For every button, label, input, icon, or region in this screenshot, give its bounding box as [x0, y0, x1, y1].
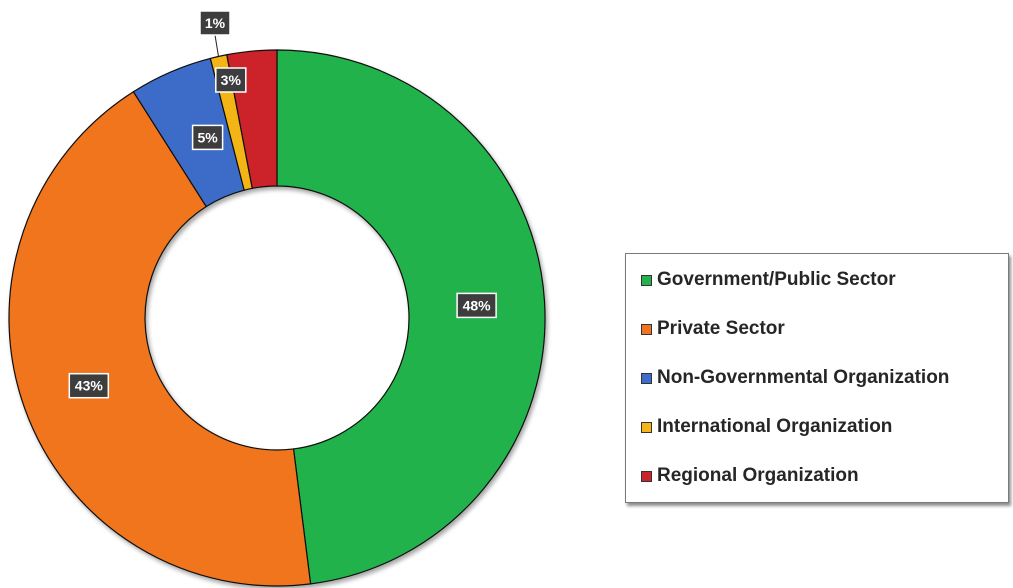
slice-government: [276, 49, 546, 585]
data-label-international: 1%: [205, 15, 226, 31]
data-label-box-private: [68, 372, 110, 399]
legend-item-private: Private Sector: [641, 317, 785, 341]
legend-item-international: International Organization: [641, 415, 892, 439]
legend-label-private: Private Sector: [657, 318, 785, 339]
data-label-box-government: [456, 292, 497, 319]
legend-swatch-government: [641, 274, 652, 286]
legend-label-international: International Organization: [657, 416, 893, 437]
legend-swatch-private: [641, 323, 652, 335]
legend-label-regional: Regional Organization: [657, 465, 859, 486]
legend-item-government: Government/Public Sector: [641, 268, 896, 292]
legend-swatch-international: [641, 421, 652, 433]
data-label-private: 43%: [75, 378, 104, 394]
data-label-box-regional: [215, 67, 247, 93]
data-label-regional: 3%: [221, 72, 242, 88]
data-label-box-ngo: [191, 124, 224, 151]
chart-legend: Government/Public Sector Private Sector …: [625, 253, 1009, 503]
slice-private: [8, 90, 312, 587]
legend-label-ngo: Non-Governmental Organization: [657, 367, 950, 388]
data-label-government: 48%: [463, 297, 492, 313]
legend-item-regional: Regional Organization: [641, 464, 859, 488]
legend-item-ngo: Non-Governmental Organization: [641, 366, 949, 390]
legend-swatch-regional: [641, 470, 652, 482]
legend-swatch-ngo: [641, 372, 652, 384]
data-label-ngo: 5%: [197, 129, 218, 145]
leader-line-international: [214, 34, 219, 57]
data-label-box-international: [199, 10, 231, 36]
legend-label-government: Government/Public Sector: [657, 269, 896, 290]
